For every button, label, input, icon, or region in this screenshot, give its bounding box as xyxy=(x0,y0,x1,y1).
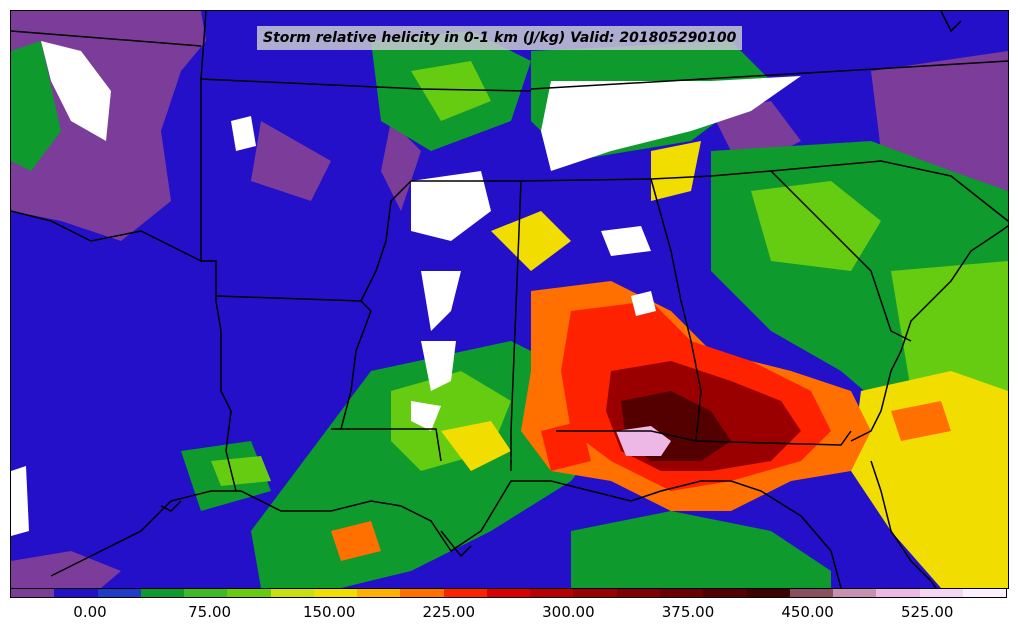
colorbar-segment xyxy=(746,589,790,597)
map-title-text: Storm relative helicity in 0-1 km (J/kg)… xyxy=(263,30,737,46)
colorbar-segment xyxy=(789,589,834,597)
colorbar-segment xyxy=(400,589,444,597)
purple-regions xyxy=(11,11,1008,588)
colorbar-tick-label: 300.00 xyxy=(542,603,595,621)
colorbar-segment xyxy=(486,589,531,597)
colorbar-segment xyxy=(962,589,1007,597)
colorbar-segment xyxy=(184,589,228,597)
map-title: Storm relative helicity in 0-1 km (J/kg)… xyxy=(257,26,743,50)
colorbar-tick-label: 150.00 xyxy=(302,603,356,621)
colorbar-segment xyxy=(659,589,704,597)
colorbar-tick-label: 375.00 xyxy=(661,603,715,621)
colorbar-segment xyxy=(443,589,487,597)
colorbar-segment xyxy=(616,589,660,597)
colorbar-segment xyxy=(876,589,920,597)
pink-regions xyxy=(616,426,671,456)
state-boundaries xyxy=(11,11,1008,492)
colorbar-tick-label: 75.00 xyxy=(188,603,232,621)
colorbar-segment xyxy=(357,589,401,597)
colorbar-tick-label: 450.00 xyxy=(781,603,834,621)
colorbar-tick-label: 225.00 xyxy=(422,603,476,621)
map-canvas xyxy=(11,11,1008,588)
colorbar-tick-labels: 0.00 75.00 150.00 225.00 300.00 375.00 450.00 5… xyxy=(0,603,1018,625)
colorbar-segment xyxy=(11,589,55,597)
colorbar-segment xyxy=(919,589,963,597)
colorbar-tick-label: 525.00 xyxy=(900,603,954,621)
colorbar-segment xyxy=(140,589,185,597)
colorbar-segment xyxy=(227,589,271,597)
yellow-regions xyxy=(441,141,1008,588)
helicity-map: Storm relative helicity in 0-1 km (J/kg)… xyxy=(10,10,1009,589)
colorbar-segment xyxy=(54,589,98,597)
colorbar-tick-label: 0.00 xyxy=(73,603,107,621)
white-regions xyxy=(11,41,801,536)
colorbar-segment xyxy=(270,589,314,597)
colorbar-segment xyxy=(530,589,574,597)
colorbar-segment xyxy=(97,589,141,597)
colorbar-segment xyxy=(573,589,617,597)
colorbar-segment xyxy=(703,589,747,597)
coastline xyxy=(50,11,1008,588)
colorbar xyxy=(10,588,1007,598)
colorbar-segment xyxy=(833,589,877,597)
colorbar-segment xyxy=(313,589,358,597)
